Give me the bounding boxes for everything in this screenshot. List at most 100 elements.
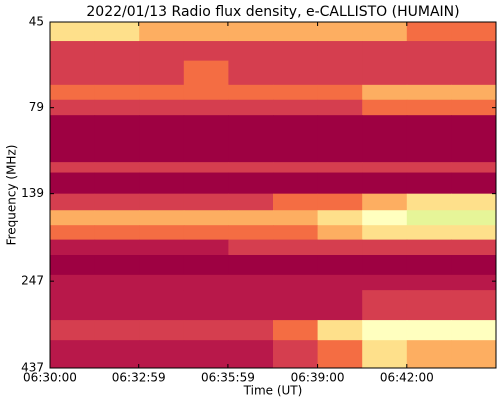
heat-cell xyxy=(406,320,452,341)
heat-cell xyxy=(317,41,363,62)
heat-cell xyxy=(139,22,185,42)
heat-cell xyxy=(50,115,96,163)
heat-cell xyxy=(406,225,452,241)
heat-cell xyxy=(50,290,96,321)
heat-cell xyxy=(317,255,363,276)
heat-cell xyxy=(273,320,319,341)
heat-cell xyxy=(273,172,319,195)
heat-cell xyxy=(228,340,274,369)
heat-cell xyxy=(362,290,408,321)
heat-cell xyxy=(50,162,96,174)
heat-cell xyxy=(228,84,274,101)
heat-cell xyxy=(183,41,229,62)
heat-cell xyxy=(406,115,452,163)
heat-cell xyxy=(94,84,140,101)
heat-cell xyxy=(94,290,140,321)
heat-cell xyxy=(94,239,140,256)
heat-cell xyxy=(451,162,497,174)
heat-cell xyxy=(94,41,140,62)
heat-cell xyxy=(139,225,185,241)
heat-cell xyxy=(317,274,363,291)
heat-cell xyxy=(94,162,140,174)
heat-cell xyxy=(228,274,274,291)
heat-cell xyxy=(317,115,363,163)
heat-cell xyxy=(183,172,229,195)
heat-cell xyxy=(228,225,274,241)
heat-cell xyxy=(94,274,140,291)
heat-cell xyxy=(228,210,274,226)
heat-cell xyxy=(317,340,363,369)
heat-cell xyxy=(50,239,96,256)
heat-cell xyxy=(362,239,408,256)
heat-cell xyxy=(183,290,229,321)
x-tick-label: 06:42:00 xyxy=(380,371,434,385)
heat-cell xyxy=(273,99,319,116)
heat-cell xyxy=(50,210,96,226)
heat-cell xyxy=(317,99,363,116)
heat-cell xyxy=(139,162,185,174)
heat-cell xyxy=(139,274,185,291)
heat-cell xyxy=(273,84,319,101)
heat-cell xyxy=(451,225,497,241)
heat-cell xyxy=(50,60,96,86)
y-tick-label: 247 xyxy=(21,274,44,288)
heat-cell xyxy=(406,162,452,174)
heat-cell xyxy=(451,115,497,163)
heat-cell xyxy=(183,22,229,42)
heat-cell xyxy=(317,172,363,195)
heat-cell xyxy=(273,193,319,211)
heat-cell xyxy=(317,210,363,226)
heat-cell xyxy=(94,255,140,276)
heat-cell xyxy=(406,22,452,42)
heat-cell xyxy=(228,22,274,42)
heat-cell xyxy=(451,255,497,276)
heat-cell xyxy=(273,115,319,163)
heat-cell xyxy=(50,255,96,276)
heat-cell xyxy=(406,193,452,211)
heat-cell xyxy=(183,115,229,163)
heat-cell xyxy=(362,274,408,291)
heat-cell xyxy=(228,290,274,321)
heat-cell xyxy=(406,210,452,226)
heat-cell xyxy=(228,193,274,211)
heat-cell xyxy=(228,99,274,116)
heat-cell xyxy=(228,41,274,62)
heat-cell xyxy=(406,60,452,86)
heat-cell xyxy=(50,274,96,291)
heat-cell xyxy=(50,99,96,116)
heat-cell xyxy=(228,60,274,86)
heat-cell xyxy=(183,60,229,86)
heat-cell xyxy=(451,290,497,321)
heat-cell xyxy=(183,320,229,341)
heat-cell xyxy=(228,172,274,195)
heat-cell xyxy=(273,225,319,241)
heat-cell xyxy=(406,172,452,195)
heat-cell xyxy=(183,340,229,369)
heat-cell xyxy=(451,320,497,341)
heat-cell xyxy=(317,22,363,42)
heat-cell xyxy=(362,41,408,62)
heat-cell xyxy=(183,99,229,116)
plot-frame xyxy=(49,21,497,369)
heat-cell xyxy=(139,255,185,276)
heat-cell xyxy=(317,193,363,211)
heat-cell xyxy=(228,239,274,256)
heat-cell xyxy=(183,255,229,276)
heat-cell xyxy=(183,193,229,211)
y-tick-label: 139 xyxy=(21,186,44,200)
heat-cell xyxy=(406,340,452,369)
heat-cell xyxy=(139,99,185,116)
heat-cell xyxy=(317,320,363,341)
x-tick-label: 06:35:59 xyxy=(201,371,255,385)
heat-cell xyxy=(451,340,497,369)
heat-cell xyxy=(362,225,408,241)
heat-cell xyxy=(362,172,408,195)
heat-cell xyxy=(94,225,140,241)
heat-cell xyxy=(183,239,229,256)
heat-cell xyxy=(273,255,319,276)
heat-cell xyxy=(406,41,452,62)
heat-cell xyxy=(183,210,229,226)
heat-cell xyxy=(362,255,408,276)
heat-cell xyxy=(451,210,497,226)
